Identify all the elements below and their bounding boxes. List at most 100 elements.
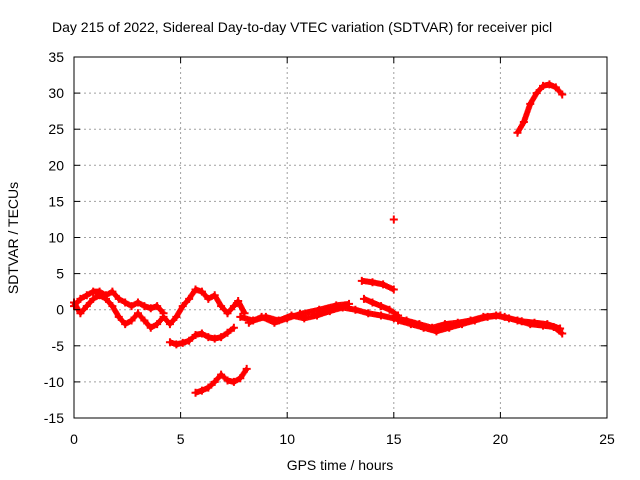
- data-point: [82, 302, 91, 311]
- data-point: [359, 294, 368, 303]
- x-axis-ticks: 0 5 10 15 20 25: [70, 57, 615, 447]
- y-tick-label: 0: [56, 302, 64, 318]
- data-point: [445, 323, 454, 332]
- data-point: [236, 374, 245, 383]
- series-arc7: [357, 276, 398, 294]
- data-point: [204, 333, 213, 342]
- data-point: [172, 340, 181, 349]
- data-point: [545, 80, 554, 89]
- data-point: [513, 128, 522, 137]
- data-point: [432, 327, 441, 336]
- data-point: [95, 291, 104, 300]
- data-point: [513, 316, 522, 325]
- data-point: [496, 311, 505, 320]
- data-point: [539, 321, 548, 330]
- data-point: [234, 297, 243, 306]
- y-axis-ticks: -15 -10 -5 0 5 10 15 20 25 30 35: [44, 49, 607, 426]
- x-tick-label: 10: [279, 431, 295, 447]
- series-arc3: [165, 323, 238, 349]
- data-point: [146, 323, 155, 332]
- y-tick-label: 5: [56, 266, 64, 282]
- data-point: [165, 338, 174, 347]
- y-tick-label: -5: [52, 338, 65, 354]
- data-point: [178, 302, 187, 311]
- x-tick-label: 0: [70, 431, 78, 447]
- data-point: [470, 316, 479, 325]
- data-point: [197, 287, 206, 296]
- data-point: [526, 320, 535, 329]
- data-point: [377, 311, 386, 320]
- data-point: [394, 316, 403, 325]
- data-point: [217, 370, 226, 379]
- data-point: [76, 294, 85, 303]
- y-tick-label: 10: [48, 230, 64, 246]
- y-tick-label: 15: [48, 193, 64, 209]
- data-point: [191, 330, 200, 339]
- data-point: [140, 316, 149, 325]
- data-point: [244, 318, 253, 327]
- data-point: [185, 336, 194, 345]
- data-point: [191, 388, 200, 397]
- data-point: [377, 302, 386, 311]
- data-point: [191, 285, 200, 294]
- data-point: [364, 309, 373, 318]
- data-point: [127, 302, 136, 311]
- data-point: [532, 89, 541, 98]
- y-tick-label: 35: [48, 49, 64, 65]
- data-point: [197, 329, 206, 338]
- data-point: [210, 377, 219, 386]
- data-point: [519, 117, 528, 126]
- data-point: [108, 302, 117, 311]
- data-point: [389, 285, 398, 294]
- data-point: [108, 287, 117, 296]
- series-arc10: [394, 311, 505, 336]
- data-point: [153, 320, 162, 329]
- data-point: [368, 278, 377, 287]
- data-point: [223, 328, 232, 337]
- data-point: [217, 333, 226, 342]
- data-point: [82, 291, 91, 300]
- x-tick-label: 15: [386, 431, 402, 447]
- data-point: [345, 299, 354, 308]
- data-point: [229, 302, 238, 311]
- data-point: [178, 338, 187, 347]
- data-point: [101, 294, 110, 303]
- series-arc12: [513, 80, 567, 137]
- data-point: [89, 294, 98, 303]
- y-tick-label: 25: [48, 121, 64, 137]
- data-point: [379, 280, 388, 289]
- series-arc4: [191, 364, 251, 397]
- data-point: [257, 312, 266, 321]
- data-point: [242, 364, 251, 373]
- data-point: [204, 294, 213, 303]
- data-point: [210, 291, 219, 300]
- series-arc11: [500, 312, 567, 338]
- data-point: [76, 309, 85, 318]
- data-point: [357, 276, 366, 285]
- data-point: [406, 320, 415, 329]
- data-point: [165, 320, 174, 329]
- series-arc9: [389, 215, 398, 224]
- x-axis-label: GPS time / hours: [287, 457, 394, 473]
- data-point: [389, 215, 398, 224]
- data-point: [159, 312, 168, 321]
- data-point: [270, 318, 279, 327]
- data-point: [140, 302, 149, 311]
- data-point: [114, 312, 123, 321]
- data-point: [236, 312, 245, 321]
- data-point: [121, 320, 130, 329]
- data-point: [133, 298, 142, 307]
- data-point: [197, 386, 206, 395]
- y-tick-label: 20: [48, 157, 64, 173]
- data-point: [172, 312, 181, 321]
- x-tick-label: 20: [493, 431, 509, 447]
- data-point: [223, 376, 232, 385]
- data-point: [229, 377, 238, 386]
- data-point: [558, 329, 567, 338]
- x-tick-label: 5: [177, 431, 185, 447]
- data-point: [419, 323, 428, 332]
- y-tick-label: -10: [44, 374, 64, 390]
- data-point: [283, 314, 292, 323]
- data-point: [332, 301, 341, 310]
